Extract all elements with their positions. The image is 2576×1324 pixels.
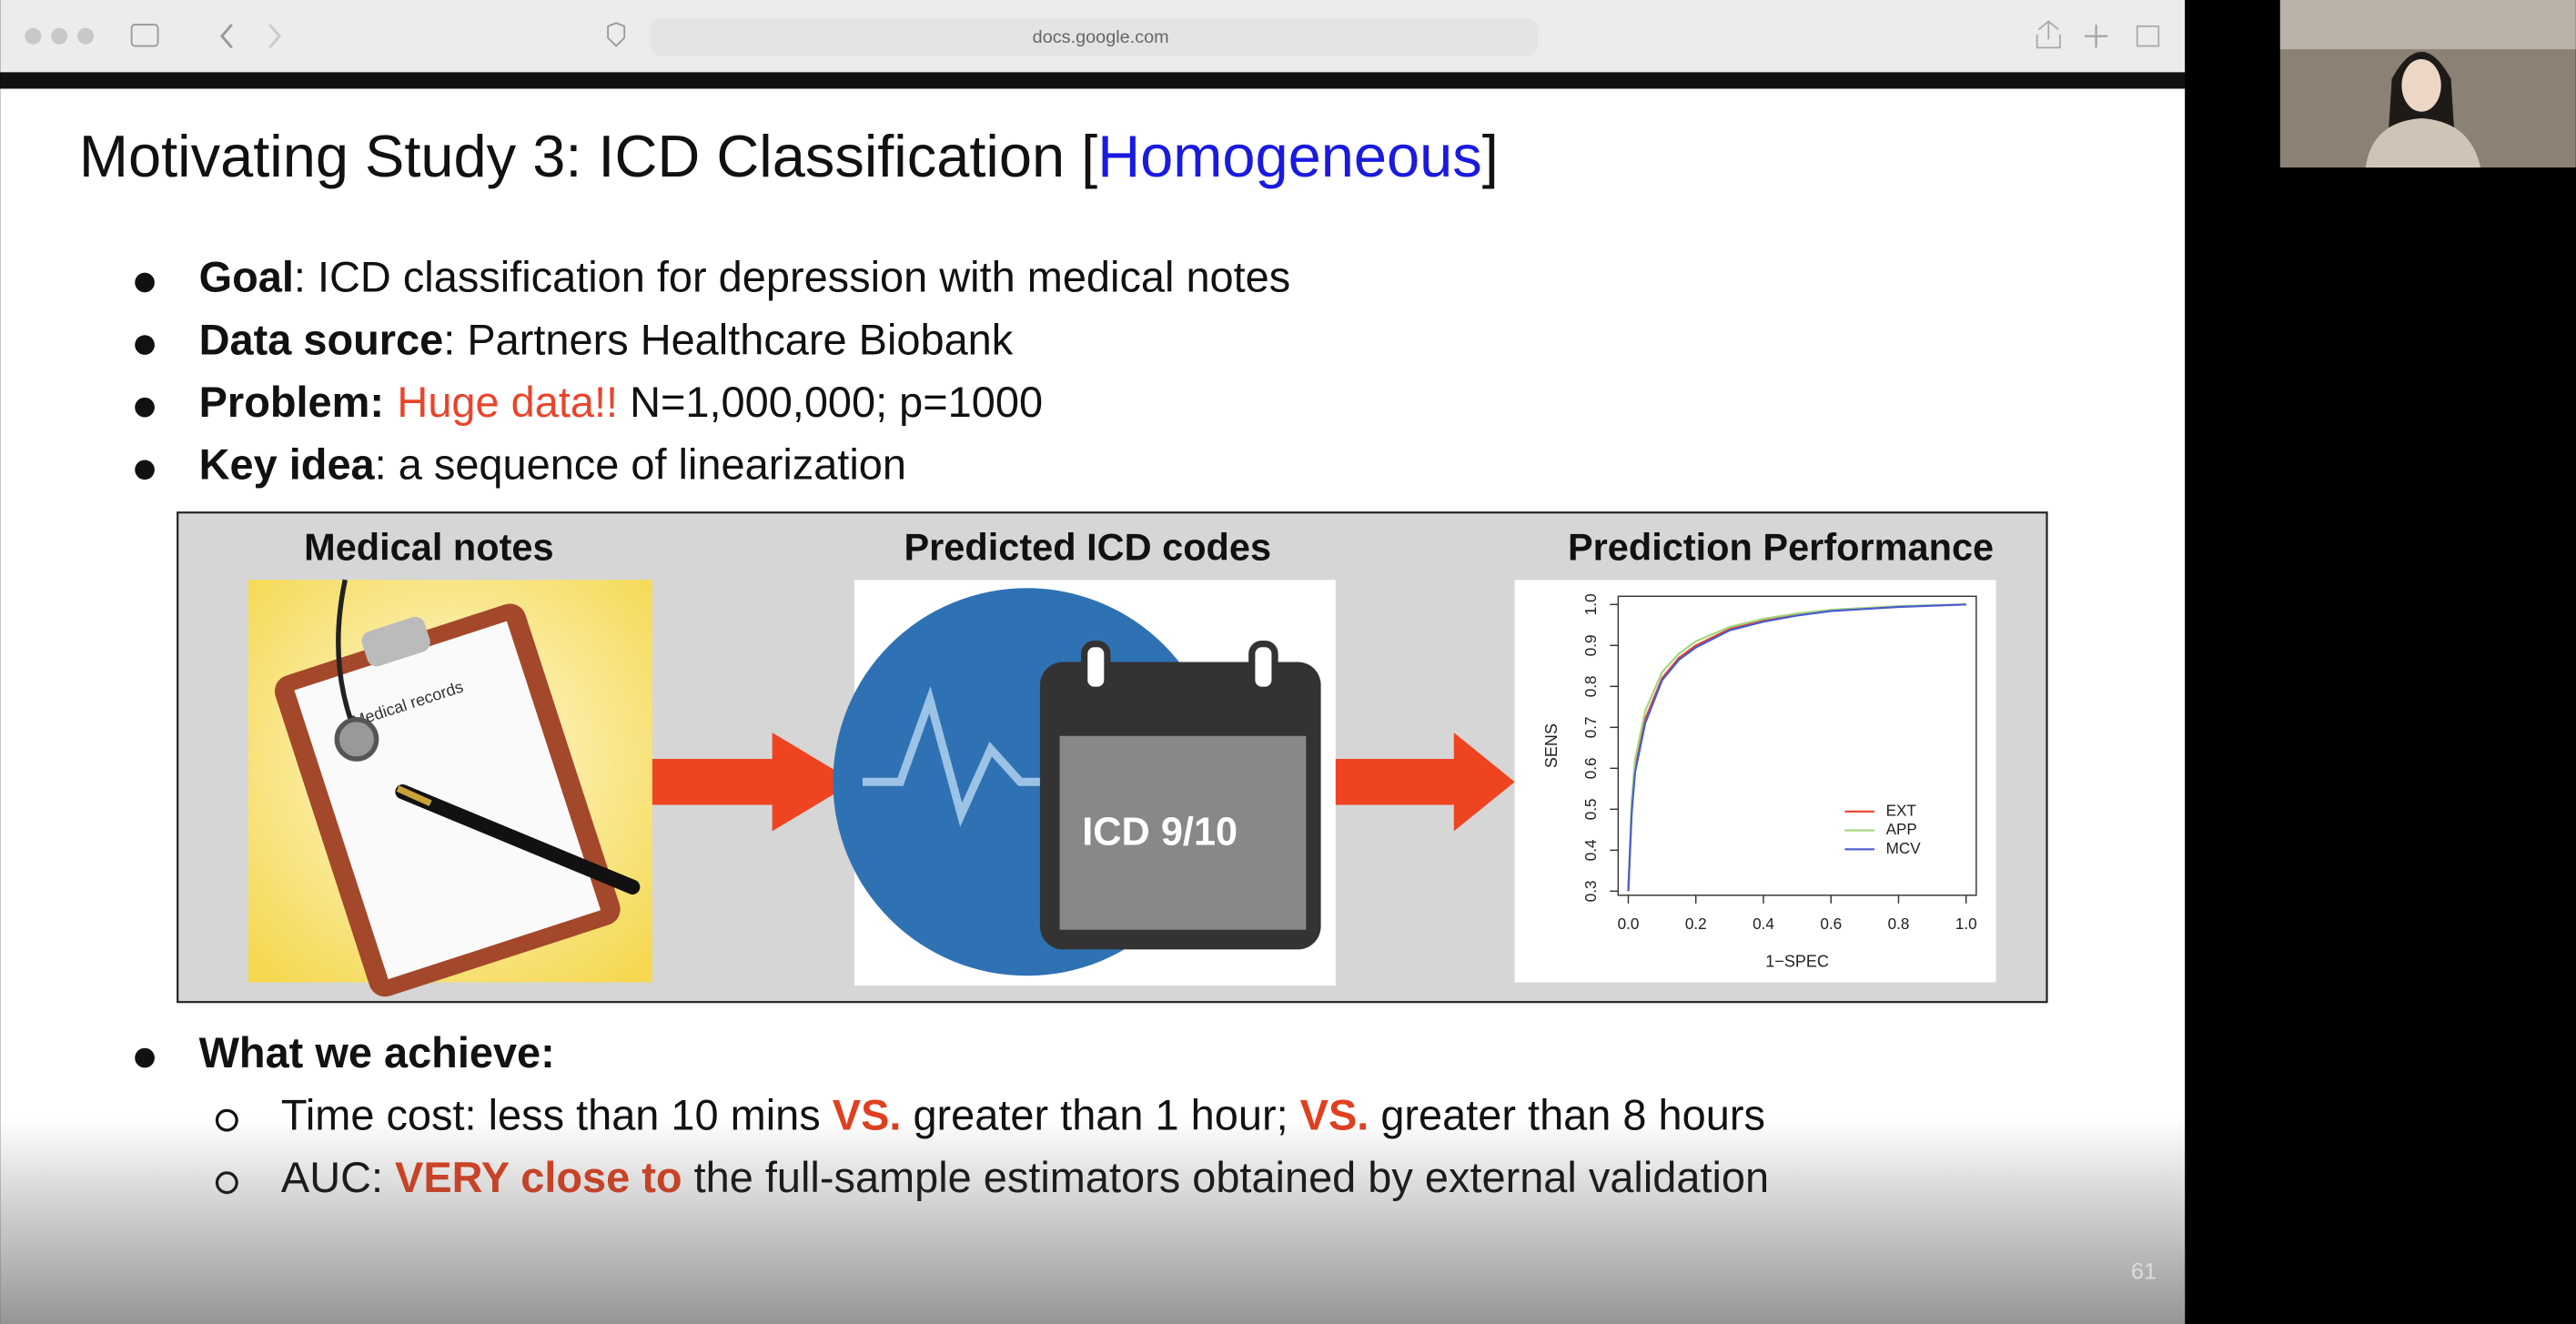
window-button[interactable] xyxy=(77,27,95,45)
bullet-dot xyxy=(135,272,155,293)
icd-image: ICD 9/10 xyxy=(833,580,1336,986)
bullet-dot xyxy=(135,397,155,418)
shield-icon xyxy=(607,22,626,47)
bullet-highlight: Huge data!! xyxy=(397,379,618,426)
x-tick-label: 1.0 xyxy=(1955,915,1977,933)
address-bar[interactable] xyxy=(651,17,1538,56)
x-tick-label: 0.2 xyxy=(1685,915,1707,933)
panel-heading: Prediction Performance xyxy=(1568,526,1994,569)
arrow xyxy=(652,733,854,832)
legend-label: MCV xyxy=(1886,839,1922,857)
new-tab-button[interactable] xyxy=(2085,25,2108,48)
x-tick-label: 0.6 xyxy=(1820,915,1842,933)
x-tick-label: 0.0 xyxy=(1618,915,1640,933)
y-tick-label: 0.8 xyxy=(1581,675,1600,697)
bullet-dot xyxy=(135,460,155,480)
title-end: ] xyxy=(1482,123,1499,189)
bullet: Problem: Huge data!! N=1,000,000; p=1000 xyxy=(199,379,1043,426)
title-highlight: Homogeneous xyxy=(1097,123,1482,189)
bullet: Key idea: a sequence of linearization xyxy=(199,441,906,489)
roc-panel xyxy=(1514,580,1996,983)
window-button[interactable] xyxy=(25,27,42,45)
share-button[interactable] xyxy=(2036,20,2061,49)
x-tick-label: 0.8 xyxy=(1888,915,1910,933)
clipboard-image: Medical records xyxy=(247,579,652,997)
sidebar-button[interactable] xyxy=(130,24,159,47)
legend-label: EXT xyxy=(1886,801,1917,819)
bullet-text: N=1,000,000; p=1000 xyxy=(618,379,1043,426)
y-axis-label: SENS xyxy=(1542,723,1561,768)
url: docs.google.com xyxy=(1033,27,1169,47)
y-tick-label: 0.4 xyxy=(1581,839,1600,861)
bullet-label: Data source xyxy=(199,317,444,364)
panel-heading: Medical notes xyxy=(304,526,553,569)
video-overlay xyxy=(0,1117,2186,1324)
tabs-button[interactable] xyxy=(2136,25,2160,47)
bullet-text: : a sequence of linearization xyxy=(375,441,906,489)
roc-curve xyxy=(1627,603,1966,892)
webcam xyxy=(2279,0,2576,168)
y-tick-label: 0.9 xyxy=(1581,634,1600,656)
x-axis-label: 1−SPEC xyxy=(1765,953,1829,971)
x-tick-label: 0.4 xyxy=(1753,915,1774,933)
legend-label: APP xyxy=(1886,820,1917,838)
back-button[interactable] xyxy=(220,24,233,49)
y-tick-label: 0.3 xyxy=(1581,880,1600,902)
slide-title: Motivating Study 3: ICD Classification [… xyxy=(79,123,1499,189)
page-number: 61 xyxy=(2131,1259,2157,1285)
bullet-dot xyxy=(135,1047,155,1068)
y-tick-label: 1.0 xyxy=(1581,593,1600,615)
y-tick-label: 0.5 xyxy=(1581,798,1600,820)
bullet-label: Problem: xyxy=(199,379,384,426)
roc-chart: 0.0 0.2 0.4 0.6 0.8 1.0 0.3 0.4 0.5 0.6 0.7 0.8 0.9 1… xyxy=(1542,593,1977,970)
bullet-text: : Partners Healthcare Biobank xyxy=(443,317,1013,364)
calendar-label: ICD 9/10 xyxy=(1082,810,1237,854)
bullet-text: : ICD classification for depression with… xyxy=(294,254,1290,301)
bullet-dot xyxy=(135,335,155,355)
y-tick-label: 0.7 xyxy=(1581,716,1600,738)
bullet-label: Key idea xyxy=(199,441,376,489)
bullet-label: Goal xyxy=(199,254,294,301)
roc-curve xyxy=(1627,603,1966,892)
forward-button[interactable] xyxy=(268,24,282,49)
bullet: Data source: Partners Healthcare Biobank xyxy=(199,317,1014,364)
y-tick-label: 0.6 xyxy=(1581,757,1600,779)
title-text: Motivating Study 3: ICD Classification [ xyxy=(79,123,1097,189)
plot-box xyxy=(1617,595,1977,896)
achieve-heading: What we achieve: xyxy=(199,1029,555,1076)
divider xyxy=(0,72,2186,89)
bullet: Goal: ICD classification for depression … xyxy=(199,254,1291,301)
window-button[interactable] xyxy=(51,27,68,45)
arrow xyxy=(1335,733,1515,832)
panel-heading: Predicted ICD codes xyxy=(904,526,1271,569)
